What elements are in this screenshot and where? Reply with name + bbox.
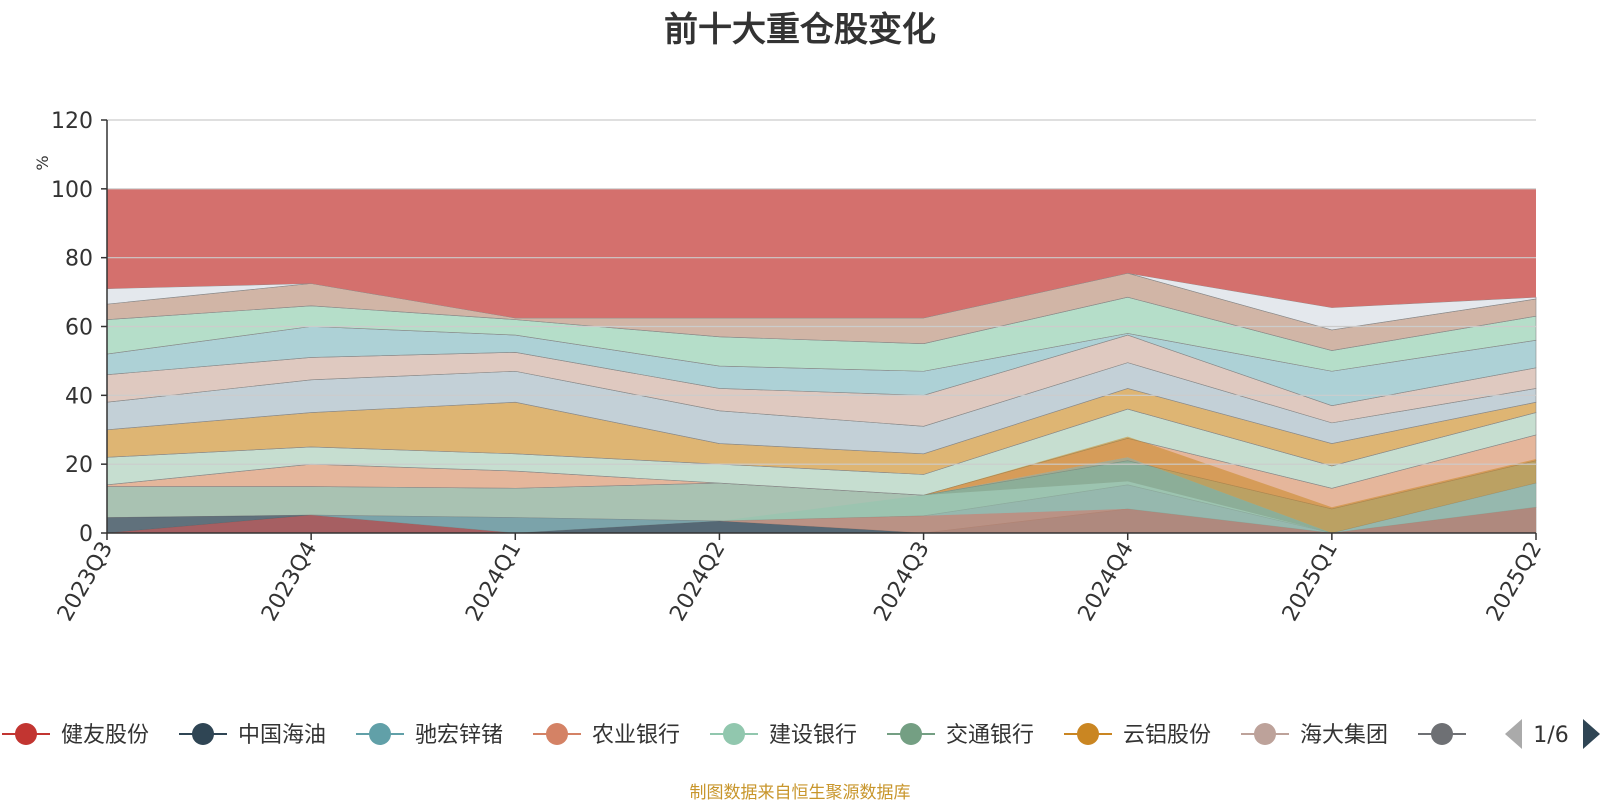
legend-item[interactable]: 农业银行 (533, 723, 680, 748)
legend-label: 交通银行 (946, 723, 1034, 748)
legend-marker-icon (192, 723, 214, 745)
page-indicator: 1/6 (1533, 723, 1568, 748)
y-axis-unit-label: % (33, 155, 52, 170)
series-area-3 (107, 507, 1536, 533)
legend-pager: 1/6 (1505, 719, 1600, 749)
x-tick-label: 2024Q3 (869, 538, 934, 626)
y-tick-label: 120 (51, 109, 93, 134)
series-area-0 (107, 515, 1536, 533)
legend-marker-icon (546, 723, 568, 745)
area-band (106, 272, 1537, 331)
x-tick-label: 2025Q1 (1278, 538, 1343, 626)
legend-marker-icon (15, 723, 37, 745)
legend-label: 健友股份 (61, 723, 149, 748)
legend-label: 云铝股份 (1123, 723, 1211, 748)
y-tick-label: 0 (79, 522, 93, 547)
legend-item[interactable]: 云铝股份 (1064, 723, 1211, 748)
source-note: 制图数据来自恒生聚源数据库 (689, 783, 911, 803)
x-tick-label: 2025Q2 (1482, 538, 1547, 626)
stacked-area-layers (106, 188, 1537, 534)
legend-item[interactable]: 驰宏锌锗 (356, 723, 503, 748)
legend-item[interactable]: 健友股份 (2, 723, 149, 748)
y-tick-label: 60 (65, 316, 93, 341)
legend-marker-icon (1431, 723, 1453, 745)
x-tick-label: 2024Q4 (1074, 538, 1139, 626)
x-tick-label: 2024Q1 (461, 538, 526, 626)
chart-title: 前十大重仓股变化 (664, 10, 936, 50)
legend-label: 中国海油 (238, 723, 326, 748)
legend-label: 驰宏锌锗 (415, 723, 503, 748)
legend-label: 建设银行 (769, 723, 857, 748)
series-area-2 (107, 515, 1536, 533)
y-tick-label: 20 (65, 453, 93, 478)
legend-item[interactable]: 中国海油 (179, 723, 326, 748)
legend: 健友股份 中国海油 驰宏锌锗 农业银行 建设银行 交通银行 云铝股份 海大集团 (2, 723, 1466, 748)
legend-item[interactable]: 交通银行 (887, 723, 1034, 748)
legend-marker-icon (1077, 723, 1099, 745)
y-tick-label: 100 (51, 178, 93, 203)
y-tick-label: 80 (65, 247, 93, 272)
page-prev-icon[interactable] (1505, 719, 1522, 749)
legend-marker-icon (369, 723, 391, 745)
page-next-icon[interactable] (1583, 719, 1600, 749)
legend-item[interactable]: 海大集团 (1241, 723, 1388, 748)
area-band-top (107, 188, 1536, 318)
y-tick-label: 40 (65, 384, 93, 409)
series-area-1 (107, 515, 1536, 533)
legend-item[interactable]: 建设银行 (710, 723, 857, 748)
legend-label: 海大集团 (1300, 723, 1388, 748)
x-tick-label: 2023Q4 (257, 538, 322, 626)
x-tick-label: 2024Q2 (665, 538, 730, 626)
grid-lines (107, 119, 1536, 465)
x-tick-label: 2023Q3 (53, 538, 118, 626)
legend-marker-icon (900, 723, 922, 745)
series-area-6 (107, 436, 1536, 533)
legend-item-partial[interactable] (1418, 723, 1466, 745)
legend-label: 农业银行 (592, 723, 680, 748)
legend-marker-icon (723, 723, 745, 745)
legend-marker-icon (1254, 723, 1276, 745)
